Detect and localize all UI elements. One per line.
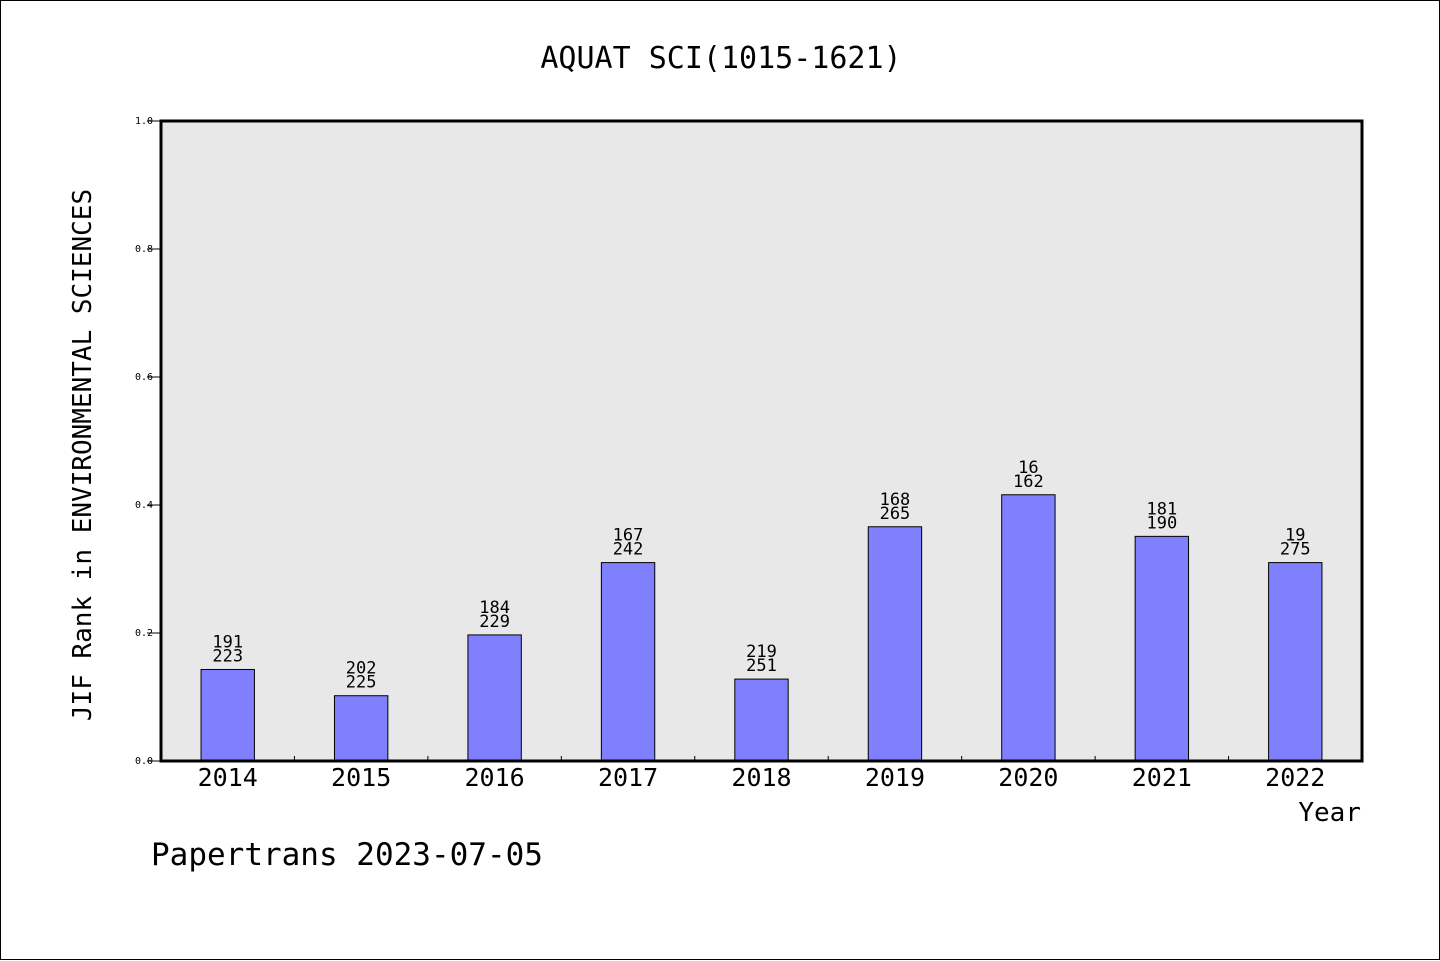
x-tick-label-2021: 2021: [1132, 763, 1192, 792]
y-tick-label-2: 0.4: [135, 500, 153, 511]
x-tick-label-2022: 2022: [1265, 763, 1325, 792]
bar-2020: [1001, 494, 1056, 762]
bar-label-top-2018: 219: [746, 642, 777, 662]
bar-label-bottom-2014: 223: [212, 646, 243, 666]
y-tick-label-0: 0.0: [135, 756, 153, 767]
bar-2015: [333, 695, 389, 762]
bar-label-bottom-2020: 162: [1013, 472, 1044, 492]
bar-label-bottom-2018: 251: [746, 656, 777, 676]
x-axis-label: Year: [1298, 798, 1361, 828]
bar-2014: [200, 668, 255, 762]
y-tick-label-4: 0.8: [135, 244, 153, 255]
bar-label-top-2021: 181: [1146, 499, 1177, 519]
bar-label-bottom-2022: 275: [1280, 540, 1311, 560]
x-tick-label-2016: 2016: [465, 763, 525, 792]
bar-2021: [1134, 535, 1190, 762]
bar-2018: [734, 678, 789, 762]
x-tick-label-2017: 2017: [598, 763, 658, 792]
bar-label-bottom-2015: 225: [346, 673, 377, 693]
bar-label-top-2016: 184: [479, 598, 510, 618]
footer-credit: Papertrans 2023-07-05: [151, 837, 543, 873]
x-tick-label-2020: 2020: [998, 763, 1058, 792]
bar-2017: [600, 562, 656, 762]
axis-ticks: 2014 2015 2016 2017 2018 2019 2020 2021 2022 0.0 0…: [135, 116, 1325, 792]
bar-label-top-2020: 16: [1018, 458, 1038, 478]
bar-2019: [867, 526, 923, 762]
bar-2022: [1268, 562, 1323, 762]
x-tick-label-2015: 2015: [331, 763, 391, 792]
bar-label-bottom-2019: 265: [880, 504, 911, 524]
x-tick-label-2019: 2019: [865, 763, 925, 792]
bar-label-bottom-2016: 229: [479, 612, 510, 632]
y-tick-label-1: 0.2: [135, 628, 153, 639]
bar-label-top-2022: 19: [1285, 526, 1305, 546]
y-axis-label: JIF Rank in ENVIRONMENTAL SCIENCES: [68, 189, 98, 721]
chart-title: AQUAT SCI(1015-1621): [540, 41, 901, 76]
bar-2016: [467, 634, 522, 762]
bar-label-top-2015: 202: [346, 659, 377, 679]
y-tick-label-3: 0.6: [135, 372, 153, 383]
bar-label-top-2014: 191: [212, 632, 243, 652]
bar-label-top-2017: 167: [613, 526, 644, 546]
plot-border: [159, 119, 1364, 763]
x-tick-label-2014: 2014: [198, 763, 258, 792]
bar-label-bottom-2017: 242: [613, 540, 644, 560]
bar-label-top-2019: 168: [880, 490, 911, 510]
bar-label-bottom-2021: 190: [1146, 513, 1177, 533]
x-tick-label-2018: 2018: [731, 763, 791, 792]
y-tick-label-5: 1.0: [135, 116, 153, 127]
